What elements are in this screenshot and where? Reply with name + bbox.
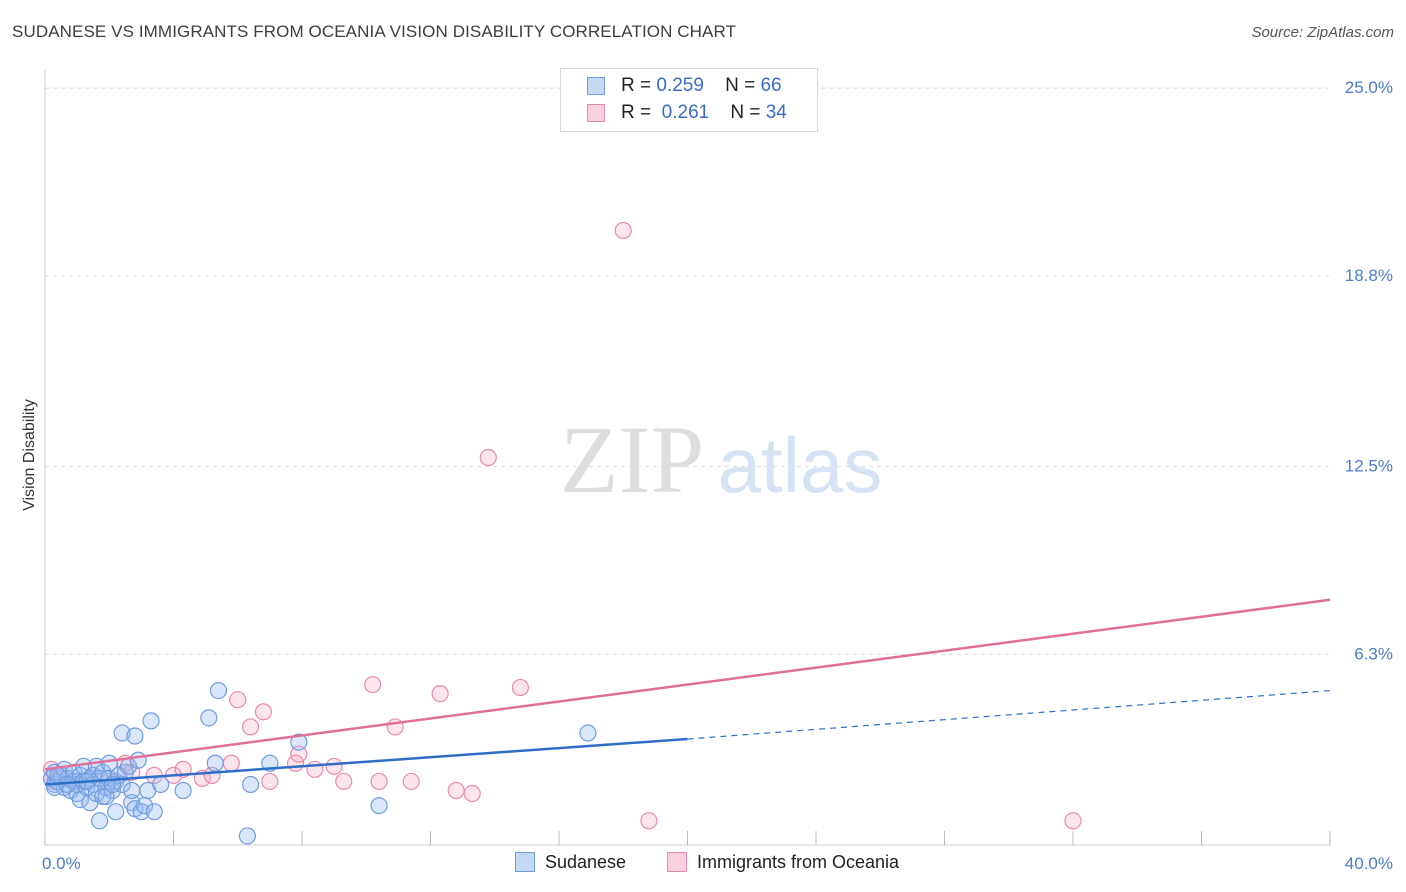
oceania-point bbox=[364, 675, 382, 694]
axes bbox=[44, 70, 1331, 846]
legend-n-label: N = bbox=[730, 102, 761, 123]
sudanese-point bbox=[126, 727, 144, 745]
sudanese-point bbox=[113, 724, 131, 742]
y-tick-label: 6.3% bbox=[1354, 644, 1393, 663]
oceania-point bbox=[402, 772, 420, 791]
oceania-point bbox=[325, 757, 343, 775]
sudanese-point bbox=[174, 781, 192, 800]
grid-lines bbox=[45, 87, 1330, 655]
legend-r-label: R = bbox=[621, 102, 652, 123]
sudanese-point bbox=[123, 781, 141, 800]
legend-swatch-blue bbox=[587, 77, 605, 95]
oceania-point bbox=[335, 772, 353, 791]
sudanese-point bbox=[152, 775, 170, 794]
sudanese-point bbox=[579, 724, 597, 742]
sudanese-trend-line bbox=[44, 737, 688, 786]
y-tick-label: 18.8% bbox=[1345, 266, 1393, 285]
oceania-point bbox=[1064, 812, 1082, 830]
oceania-point bbox=[614, 221, 632, 240]
legend-n-value-pink: 34 bbox=[765, 102, 787, 123]
oceania-point bbox=[261, 772, 279, 791]
sudanese-point bbox=[91, 812, 109, 830]
sudanese-point bbox=[238, 827, 256, 845]
watermark-atlas: atlas bbox=[718, 421, 883, 509]
correlation-legend: R = 0.259 N = 66 R = 0.261 N = 34 bbox=[560, 68, 818, 132]
oceania-point bbox=[431, 685, 449, 703]
sudanese-point bbox=[242, 775, 260, 794]
sudanese-point bbox=[107, 803, 125, 821]
sudanese-point bbox=[200, 709, 218, 727]
tick-labels: 6.3% 12.5% 18.8% 25.0% 0.0% 40.0% bbox=[42, 78, 1393, 873]
oceania-trend-line bbox=[44, 598, 1331, 771]
sudanese-point bbox=[290, 733, 308, 751]
oceania-point bbox=[254, 703, 273, 721]
bottom-legend-swatch-blue bbox=[515, 852, 535, 872]
oceania-point bbox=[447, 781, 465, 800]
bottom-legend-sudanese: Sudanese bbox=[515, 852, 626, 873]
legend-n-label: N = bbox=[725, 75, 756, 96]
chart-title: SUDANESE VS IMMIGRANTS FROM OCEANIA VISI… bbox=[12, 22, 737, 41]
sudanese-point bbox=[145, 803, 163, 821]
oceania-point bbox=[229, 691, 247, 709]
bottom-legend-label-sudanese: Sudanese bbox=[545, 852, 627, 872]
oceania-point bbox=[370, 772, 388, 791]
trend-lines bbox=[44, 598, 1331, 786]
y-tick-label: 25.0% bbox=[1345, 78, 1393, 97]
sudanese-point bbox=[370, 797, 388, 815]
legend-r-value-blue: 0.259 bbox=[656, 75, 704, 96]
legend-r-value-pink: 0.261 bbox=[661, 102, 710, 123]
bottom-legend-oceania: Immigrants from Oceania bbox=[667, 852, 899, 873]
bottom-legend-label-oceania: Immigrants from Oceania bbox=[697, 852, 900, 872]
legend-swatch-pink bbox=[587, 104, 605, 122]
x-tick-label-min: 0.0% bbox=[42, 854, 81, 873]
series-sudanese-points bbox=[42, 682, 597, 845]
legend-r-label: R = bbox=[621, 75, 652, 96]
oceania-point bbox=[640, 812, 658, 830]
oceania-point bbox=[290, 745, 308, 763]
bottom-legend-swatch-pink bbox=[667, 852, 687, 872]
source-label: Source: ZipAtlas.com bbox=[1251, 24, 1394, 41]
watermark-zip: ZIP bbox=[560, 406, 704, 513]
oceania-point bbox=[242, 718, 260, 736]
sudanese-point bbox=[103, 781, 122, 800]
sudanese-point bbox=[129, 751, 147, 769]
y-tick-label: 12.5% bbox=[1345, 457, 1393, 476]
y-axis-title: Vision Disability bbox=[21, 399, 38, 511]
sudanese-trend-extension bbox=[687, 690, 1331, 740]
legend-n-value-blue: 66 bbox=[760, 75, 782, 96]
series-oceania-points bbox=[42, 221, 1082, 830]
oceania-point bbox=[511, 678, 530, 697]
oceania-point bbox=[222, 754, 240, 772]
oceania-point bbox=[463, 784, 481, 803]
sudanese-point bbox=[209, 682, 228, 700]
oceania-point bbox=[479, 448, 497, 467]
x-tick-label-max: 40.0% bbox=[1345, 854, 1393, 873]
sudanese-point bbox=[206, 754, 224, 772]
sudanese-point bbox=[142, 712, 160, 730]
oceania-point bbox=[306, 760, 324, 778]
